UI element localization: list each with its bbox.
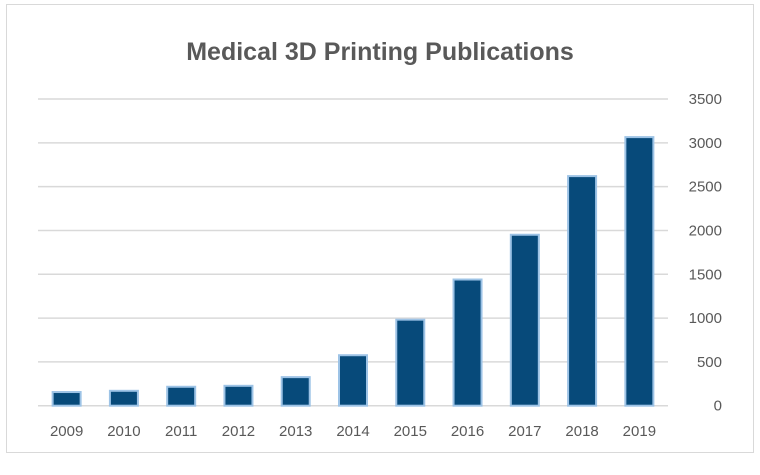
y-tick-label: 0 xyxy=(714,398,722,415)
x-tick-label: 2017 xyxy=(508,423,541,440)
y-tick-label: 3000 xyxy=(689,135,722,152)
x-tick-label: 2018 xyxy=(565,423,598,440)
x-tick-label: 2010 xyxy=(107,423,140,440)
x-tick-label: 2009 xyxy=(50,423,83,440)
bar-2015 xyxy=(395,318,426,407)
bar-2010 xyxy=(108,389,139,407)
bar-2014 xyxy=(338,354,368,407)
x-tick-label: 2012 xyxy=(222,423,255,440)
x-tick-label: 2019 xyxy=(623,423,656,440)
bar-2019 xyxy=(624,136,655,407)
bar-2009 xyxy=(51,391,82,407)
chart-title: Medical 3D Printing Publications xyxy=(186,38,574,66)
y-tick-label: 500 xyxy=(697,354,722,371)
y-tick-label: 2500 xyxy=(689,179,722,196)
x-tick-label: 2016 xyxy=(451,423,484,440)
bar-2011 xyxy=(166,385,197,407)
y-tick-label: 1000 xyxy=(689,310,722,327)
x-tick-label: 2013 xyxy=(279,423,312,440)
y-tick-label: 2000 xyxy=(689,222,722,239)
bar-2013 xyxy=(280,376,311,407)
bar-2016 xyxy=(452,278,483,407)
x-tick-label: 2014 xyxy=(336,423,369,440)
bar-2012 xyxy=(223,384,254,407)
y-tick-label: 1500 xyxy=(689,266,722,283)
bar-2017 xyxy=(509,233,540,407)
x-tick-label: 2015 xyxy=(394,423,427,440)
bar-2018 xyxy=(567,175,598,407)
chart-frame xyxy=(6,4,754,453)
x-tick-label: 2011 xyxy=(165,423,197,440)
y-tick-label: 3500 xyxy=(689,91,722,108)
